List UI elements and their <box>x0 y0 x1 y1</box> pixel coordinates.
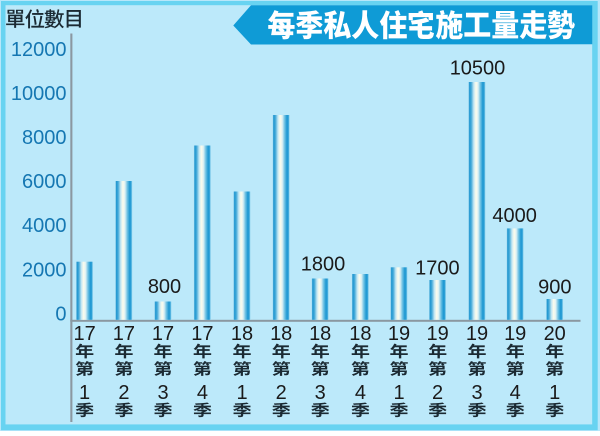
svg-text:2: 2 <box>432 382 443 404</box>
svg-text:3: 3 <box>157 382 168 404</box>
svg-text:18: 18 <box>231 323 253 345</box>
svg-text:1800: 1800 <box>301 254 346 276</box>
svg-text:3: 3 <box>315 382 326 404</box>
svg-text:4: 4 <box>355 382 366 404</box>
svg-text:3: 3 <box>471 382 482 404</box>
svg-text:0: 0 <box>55 303 66 325</box>
svg-text:1: 1 <box>549 382 560 404</box>
svg-text:12000: 12000 <box>11 39 67 61</box>
svg-text:18: 18 <box>309 323 331 345</box>
svg-text:19: 19 <box>388 323 410 345</box>
svg-text:10000: 10000 <box>11 83 67 105</box>
svg-text:4000: 4000 <box>22 215 67 237</box>
svg-text:1: 1 <box>236 382 247 404</box>
svg-text:6000: 6000 <box>22 171 67 193</box>
svg-text:10500: 10500 <box>450 57 506 79</box>
svg-text:17: 17 <box>73 323 95 345</box>
svg-text:900: 900 <box>538 276 571 298</box>
svg-text:18: 18 <box>349 323 371 345</box>
svg-text:1: 1 <box>393 382 404 404</box>
svg-text:4: 4 <box>510 382 521 404</box>
svg-text:17: 17 <box>113 323 135 345</box>
svg-text:1700: 1700 <box>415 258 460 280</box>
svg-text:4000: 4000 <box>492 205 537 227</box>
svg-text:17: 17 <box>152 323 174 345</box>
svg-text:2: 2 <box>118 382 129 404</box>
svg-text:8000: 8000 <box>22 127 67 149</box>
svg-text:19: 19 <box>504 323 526 345</box>
svg-text:20: 20 <box>544 323 566 345</box>
svg-text:19: 19 <box>426 323 448 345</box>
svg-text:19: 19 <box>466 323 488 345</box>
svg-text:17: 17 <box>191 323 213 345</box>
svg-text:2000: 2000 <box>22 259 67 281</box>
svg-text:2: 2 <box>276 382 287 404</box>
svg-text:800: 800 <box>148 276 181 298</box>
svg-text:1: 1 <box>79 382 90 404</box>
svg-text:4: 4 <box>197 382 208 404</box>
svg-text:18: 18 <box>270 323 292 345</box>
